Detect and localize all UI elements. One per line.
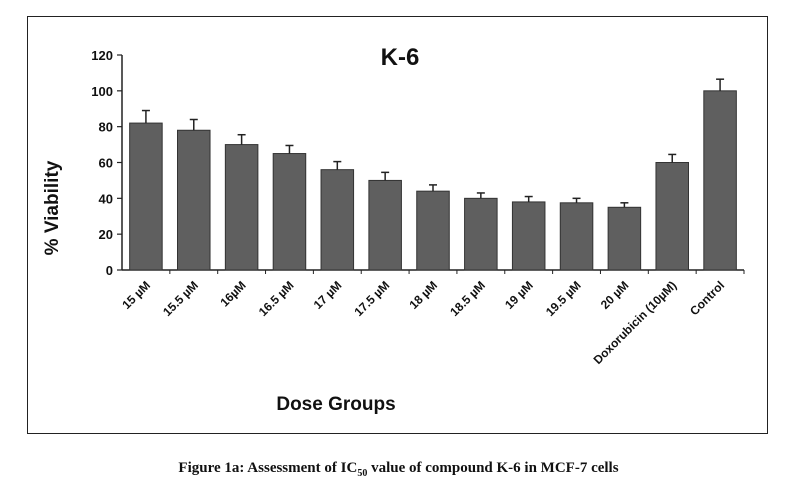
error-bars-group xyxy=(141,78,725,208)
y-tick-label: 0 xyxy=(106,263,113,278)
bar xyxy=(655,162,689,271)
y-tick-label: 120 xyxy=(91,48,113,63)
bar xyxy=(559,202,594,271)
y-axis-label: % Viability xyxy=(42,160,63,255)
x-tick-label: 18 µM xyxy=(406,278,440,312)
bar xyxy=(177,129,211,271)
x-tick-label: 17 µM xyxy=(311,278,345,312)
x-ticks-group: 15 µM 15.5 µM 16µM 16.5 µM 17 µM 17.5 µM 18 µM… xyxy=(119,270,745,367)
y-tick-label: 20 xyxy=(99,227,113,242)
x-tick-label: 20 µM xyxy=(598,278,632,312)
chart-title: K-6 xyxy=(381,44,420,71)
bar xyxy=(416,190,450,271)
x-tick-label: 19 µM xyxy=(502,278,536,312)
x-axis-label: Dose Groups xyxy=(276,394,395,415)
y-tick-label: 60 xyxy=(99,156,113,171)
y-tick-label: 40 xyxy=(99,191,113,206)
x-tick-label: 19.5 µM xyxy=(543,278,584,319)
bars-group xyxy=(129,90,737,271)
caption-suffix: value of compound K-6 in MCF-7 cells xyxy=(367,460,619,476)
caption-prefix: Figure 1a: Assessment of IC xyxy=(178,460,358,476)
x-tick-label: 16µM xyxy=(217,278,248,309)
bar xyxy=(703,90,737,271)
x-tick-label: 16.5 µM xyxy=(256,278,297,319)
caption-subscript: 50 xyxy=(357,468,368,479)
x-tick-label: 18.5 µM xyxy=(447,278,488,319)
y-ticks-group: 0 20 40 60 80 100 120 xyxy=(91,48,122,278)
bar xyxy=(320,169,355,271)
x-tick-label: 15.5 µM xyxy=(160,278,201,319)
x-tick-label: Doxorubicin (10µM) xyxy=(591,278,680,367)
x-tick-label: 15 µM xyxy=(119,278,153,312)
x-tick-label: Control xyxy=(687,278,727,318)
bar xyxy=(272,153,307,271)
bar xyxy=(511,201,546,271)
bar xyxy=(224,144,259,271)
y-tick-label: 100 xyxy=(91,84,113,99)
figure-caption: Figure 1a: Assessment of IC50 value of c… xyxy=(0,460,797,479)
chart-frame xyxy=(27,16,768,434)
bar xyxy=(129,122,163,271)
bar xyxy=(368,179,402,271)
x-tick-label: 17.5 µM xyxy=(352,278,393,319)
y-tick-label: 80 xyxy=(99,120,113,135)
bar xyxy=(464,197,498,271)
bar xyxy=(607,206,642,271)
